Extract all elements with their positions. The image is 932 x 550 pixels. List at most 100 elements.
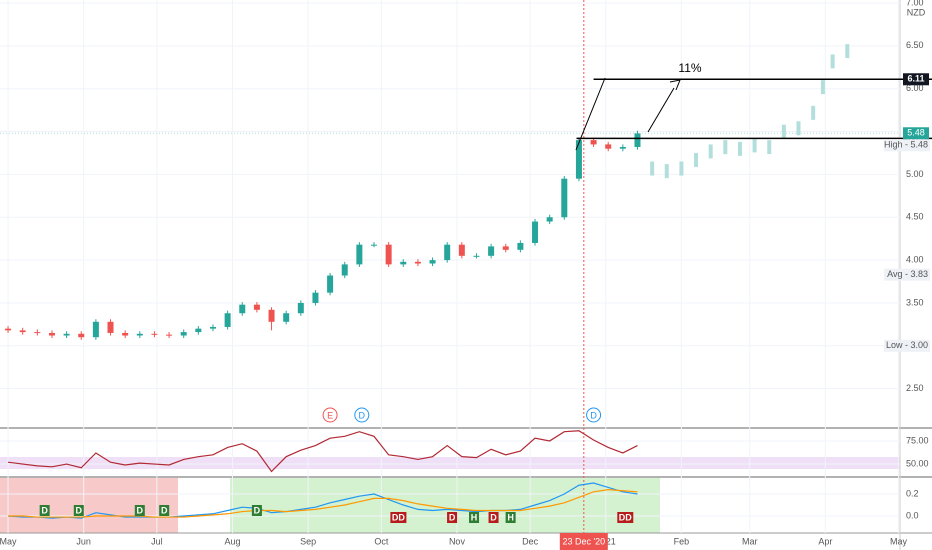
candle-body bbox=[356, 244, 363, 265]
projection-bar bbox=[737, 141, 742, 156]
candle-body bbox=[546, 217, 553, 222]
currency: NZD bbox=[907, 7, 926, 17]
projection-bar bbox=[767, 140, 772, 155]
signal-label: DD bbox=[619, 512, 632, 522]
candle-body bbox=[532, 221, 539, 243]
bull-zone bbox=[230, 478, 660, 533]
x-tick-label: Sep bbox=[300, 536, 316, 546]
signal-label: D bbox=[161, 505, 168, 515]
y-tick-label: 6.00 bbox=[906, 83, 924, 93]
stat-label: Low - 3.00 bbox=[886, 340, 928, 350]
y-tick-label: 6.50 bbox=[906, 40, 924, 50]
candle-body bbox=[224, 313, 231, 327]
x-tick-label: Dec bbox=[522, 536, 539, 546]
candle-body bbox=[48, 332, 55, 336]
projection-bar bbox=[796, 121, 801, 136]
arrow-head bbox=[669, 79, 681, 91]
x-tick-label: May bbox=[890, 536, 908, 546]
candle-body bbox=[385, 244, 392, 265]
signal-tag bbox=[251, 505, 262, 516]
stat-label: High - 5.48 bbox=[884, 140, 928, 150]
signal-label: DD bbox=[392, 512, 405, 522]
macd-line bbox=[8, 482, 638, 519]
signal-label: H bbox=[507, 512, 514, 522]
event-label: D bbox=[359, 410, 366, 420]
y-tick-label: 2.50 bbox=[906, 383, 924, 393]
candle-body bbox=[590, 140, 597, 145]
signal-label: D bbox=[41, 505, 48, 515]
signal-tag bbox=[617, 512, 634, 523]
macd-line bbox=[8, 489, 638, 518]
candle-body bbox=[561, 178, 568, 218]
projection-bar bbox=[664, 164, 669, 179]
candle-body bbox=[5, 328, 12, 331]
stat-tag bbox=[884, 339, 930, 352]
candle-body bbox=[151, 333, 158, 335]
candle-body bbox=[488, 246, 495, 256]
candle-body bbox=[239, 304, 246, 314]
candle-body bbox=[517, 242, 524, 250]
projection-bar bbox=[694, 152, 699, 167]
stat-tag bbox=[884, 139, 930, 152]
signal-label: D bbox=[449, 512, 456, 522]
signal-label: D bbox=[254, 505, 261, 515]
candle-body bbox=[327, 275, 334, 293]
bear-zone bbox=[0, 478, 178, 533]
last-price-label: 5.48 bbox=[907, 128, 925, 138]
candle-body bbox=[575, 140, 582, 179]
candle-body bbox=[341, 264, 348, 276]
candle-body bbox=[634, 133, 641, 147]
stat-label: Avg - 3.83 bbox=[887, 269, 928, 279]
x-tick-label: Aug bbox=[224, 536, 240, 546]
y-tick-label: 4.00 bbox=[906, 254, 924, 264]
x-tick-label: Nov bbox=[449, 536, 466, 546]
annotation: 11% bbox=[678, 61, 701, 75]
signal-tag bbox=[159, 505, 170, 516]
arrow bbox=[647, 87, 675, 133]
signal-label: D bbox=[137, 505, 144, 515]
candle-body bbox=[34, 332, 41, 334]
y-tick-label: 50.00 bbox=[906, 458, 929, 468]
candle-body bbox=[209, 326, 216, 329]
x-tick-label: Apr bbox=[818, 536, 832, 546]
projection-bar bbox=[650, 161, 655, 176]
y-tick-label: 3.50 bbox=[906, 297, 924, 307]
signal-tag bbox=[505, 512, 516, 523]
event-marker bbox=[586, 407, 602, 423]
signal-label: H bbox=[471, 512, 478, 522]
candle-body bbox=[92, 321, 99, 338]
candle-body bbox=[78, 333, 85, 338]
y-tick-label: 75.00 bbox=[906, 435, 929, 445]
level-label: 6.11 bbox=[907, 74, 924, 84]
signal-label: D bbox=[76, 505, 83, 515]
y-tick-label: 7.00 bbox=[906, 0, 924, 7]
candle-body bbox=[400, 261, 407, 265]
cursor-tag bbox=[559, 533, 608, 550]
event-label: D bbox=[590, 410, 597, 420]
projection-bar bbox=[830, 54, 835, 69]
signal-tag bbox=[447, 512, 458, 523]
candle-body bbox=[107, 321, 114, 333]
event-marker bbox=[322, 407, 338, 423]
level-tag bbox=[903, 73, 929, 86]
x-tick-label: Mar bbox=[742, 536, 758, 546]
signal-label: D bbox=[490, 512, 497, 522]
cursor-label: 23 Dec '20 bbox=[562, 536, 605, 546]
candle-body bbox=[195, 328, 202, 333]
x-tick-label: Feb bbox=[674, 536, 690, 546]
candle-body bbox=[605, 144, 612, 149]
stat-tag bbox=[884, 268, 930, 281]
y-tick-label: 0.2 bbox=[906, 488, 919, 498]
projection-bar bbox=[708, 144, 713, 159]
candle-body bbox=[502, 246, 509, 250]
x-tick-label: May bbox=[0, 536, 17, 546]
projection-bar bbox=[752, 138, 757, 153]
candle-body bbox=[473, 255, 480, 257]
event-marker bbox=[354, 407, 370, 423]
event-label: E bbox=[327, 410, 333, 420]
candle-body bbox=[63, 333, 70, 336]
candle-body bbox=[253, 304, 260, 310]
candle-body bbox=[444, 244, 451, 261]
projection-bar bbox=[723, 140, 728, 155]
rsi-line bbox=[7, 430, 638, 473]
